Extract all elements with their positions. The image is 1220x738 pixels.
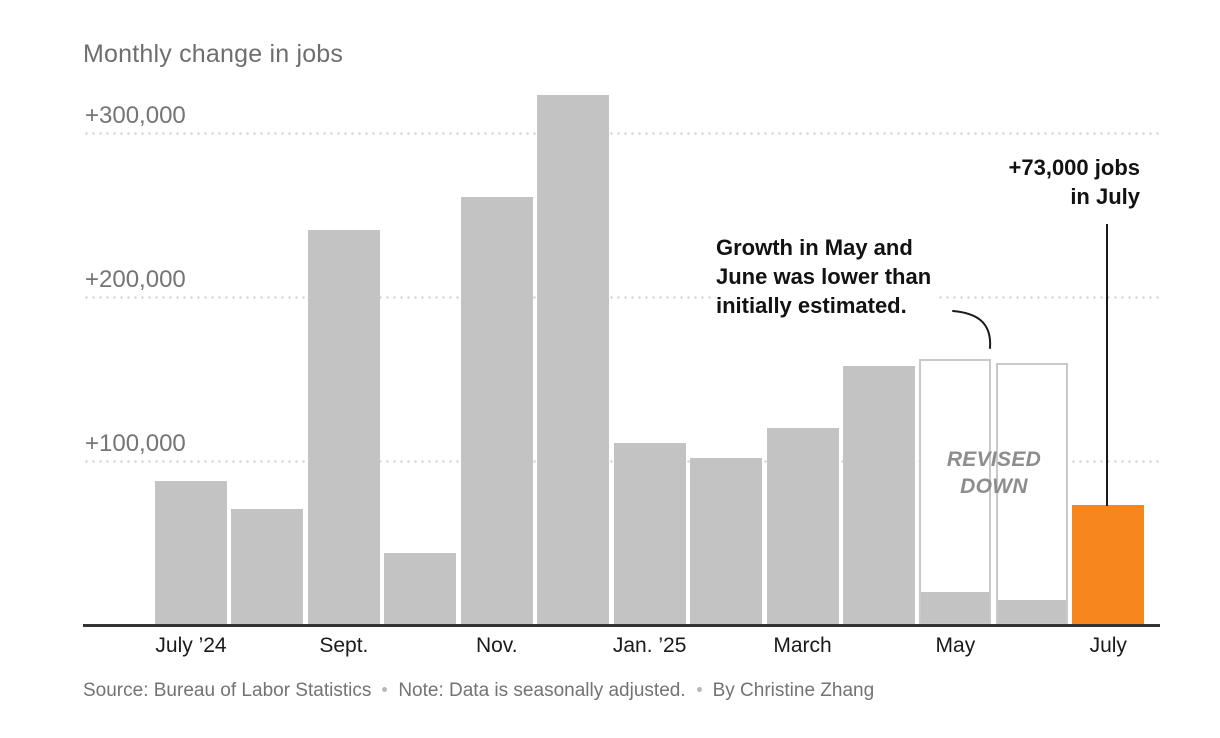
bar-dec-2024: [537, 95, 610, 625]
bar-march-2025: [766, 428, 839, 625]
initial-estimate-bar-may-2025: [919, 359, 992, 625]
gridline-200000: [83, 296, 1160, 299]
x-axis-label-sept: Sept.: [319, 634, 369, 657]
x-axis-label-jan-25: Jan. ’25: [612, 634, 687, 657]
note-text: Note: Data is seasonally adjusted.: [398, 680, 686, 701]
bar-july-2025: [1072, 505, 1145, 625]
y-axis-label-100000: +100,000: [85, 430, 186, 457]
bar-july-2024: [155, 480, 227, 625]
revision-note-annotation: Growth in May and June was lower than in…: [716, 233, 938, 322]
x-axis-label-march: March: [773, 634, 832, 657]
separator-dot: [382, 687, 388, 692]
connector-curve-path: [952, 310, 992, 349]
chart-title: Monthly change in jobs: [83, 40, 344, 68]
x-axis-label-may: May: [935, 634, 976, 657]
bar-sept-2024: [307, 229, 380, 625]
bar-april-2025: [842, 365, 915, 625]
source-text: Source: Bureau of Labor Statistics: [83, 680, 372, 701]
y-axis-label-300000: +300,000: [85, 102, 186, 129]
revised-bar-may-2025: [921, 591, 990, 623]
x-axis-label-nov: Nov.: [475, 634, 518, 657]
gridline-300000: [83, 132, 1160, 135]
bar-feb-2025: [690, 457, 763, 625]
bar-nov-2024: [460, 196, 533, 625]
y-axis-label-200000: +200,000: [85, 266, 186, 293]
x-axis-label-july-24: July ’24: [155, 634, 227, 657]
july-jobs-annotation: +73,000 jobs in July: [1008, 155, 1140, 209]
initial-estimate-bar-june-2025: [995, 362, 1068, 625]
annotation-connector-curve: [952, 310, 992, 349]
revised-down-label: REVISED DOWN: [946, 448, 1042, 498]
separator-dot: [696, 687, 702, 692]
bar-oct-2024: [384, 552, 457, 625]
x-axis-label-july: July: [1089, 634, 1127, 657]
july-callout-line: [1106, 224, 1108, 506]
footer: Source: Bureau of Labor Statistics Note: …: [83, 679, 874, 703]
byline-text: By Christine Zhang: [712, 680, 875, 701]
bar-jan-2025: [613, 442, 686, 625]
bar-aug-2024: [231, 508, 304, 625]
revised-bar-june-2025: [997, 600, 1066, 623]
x-axis-line: [83, 624, 1160, 627]
